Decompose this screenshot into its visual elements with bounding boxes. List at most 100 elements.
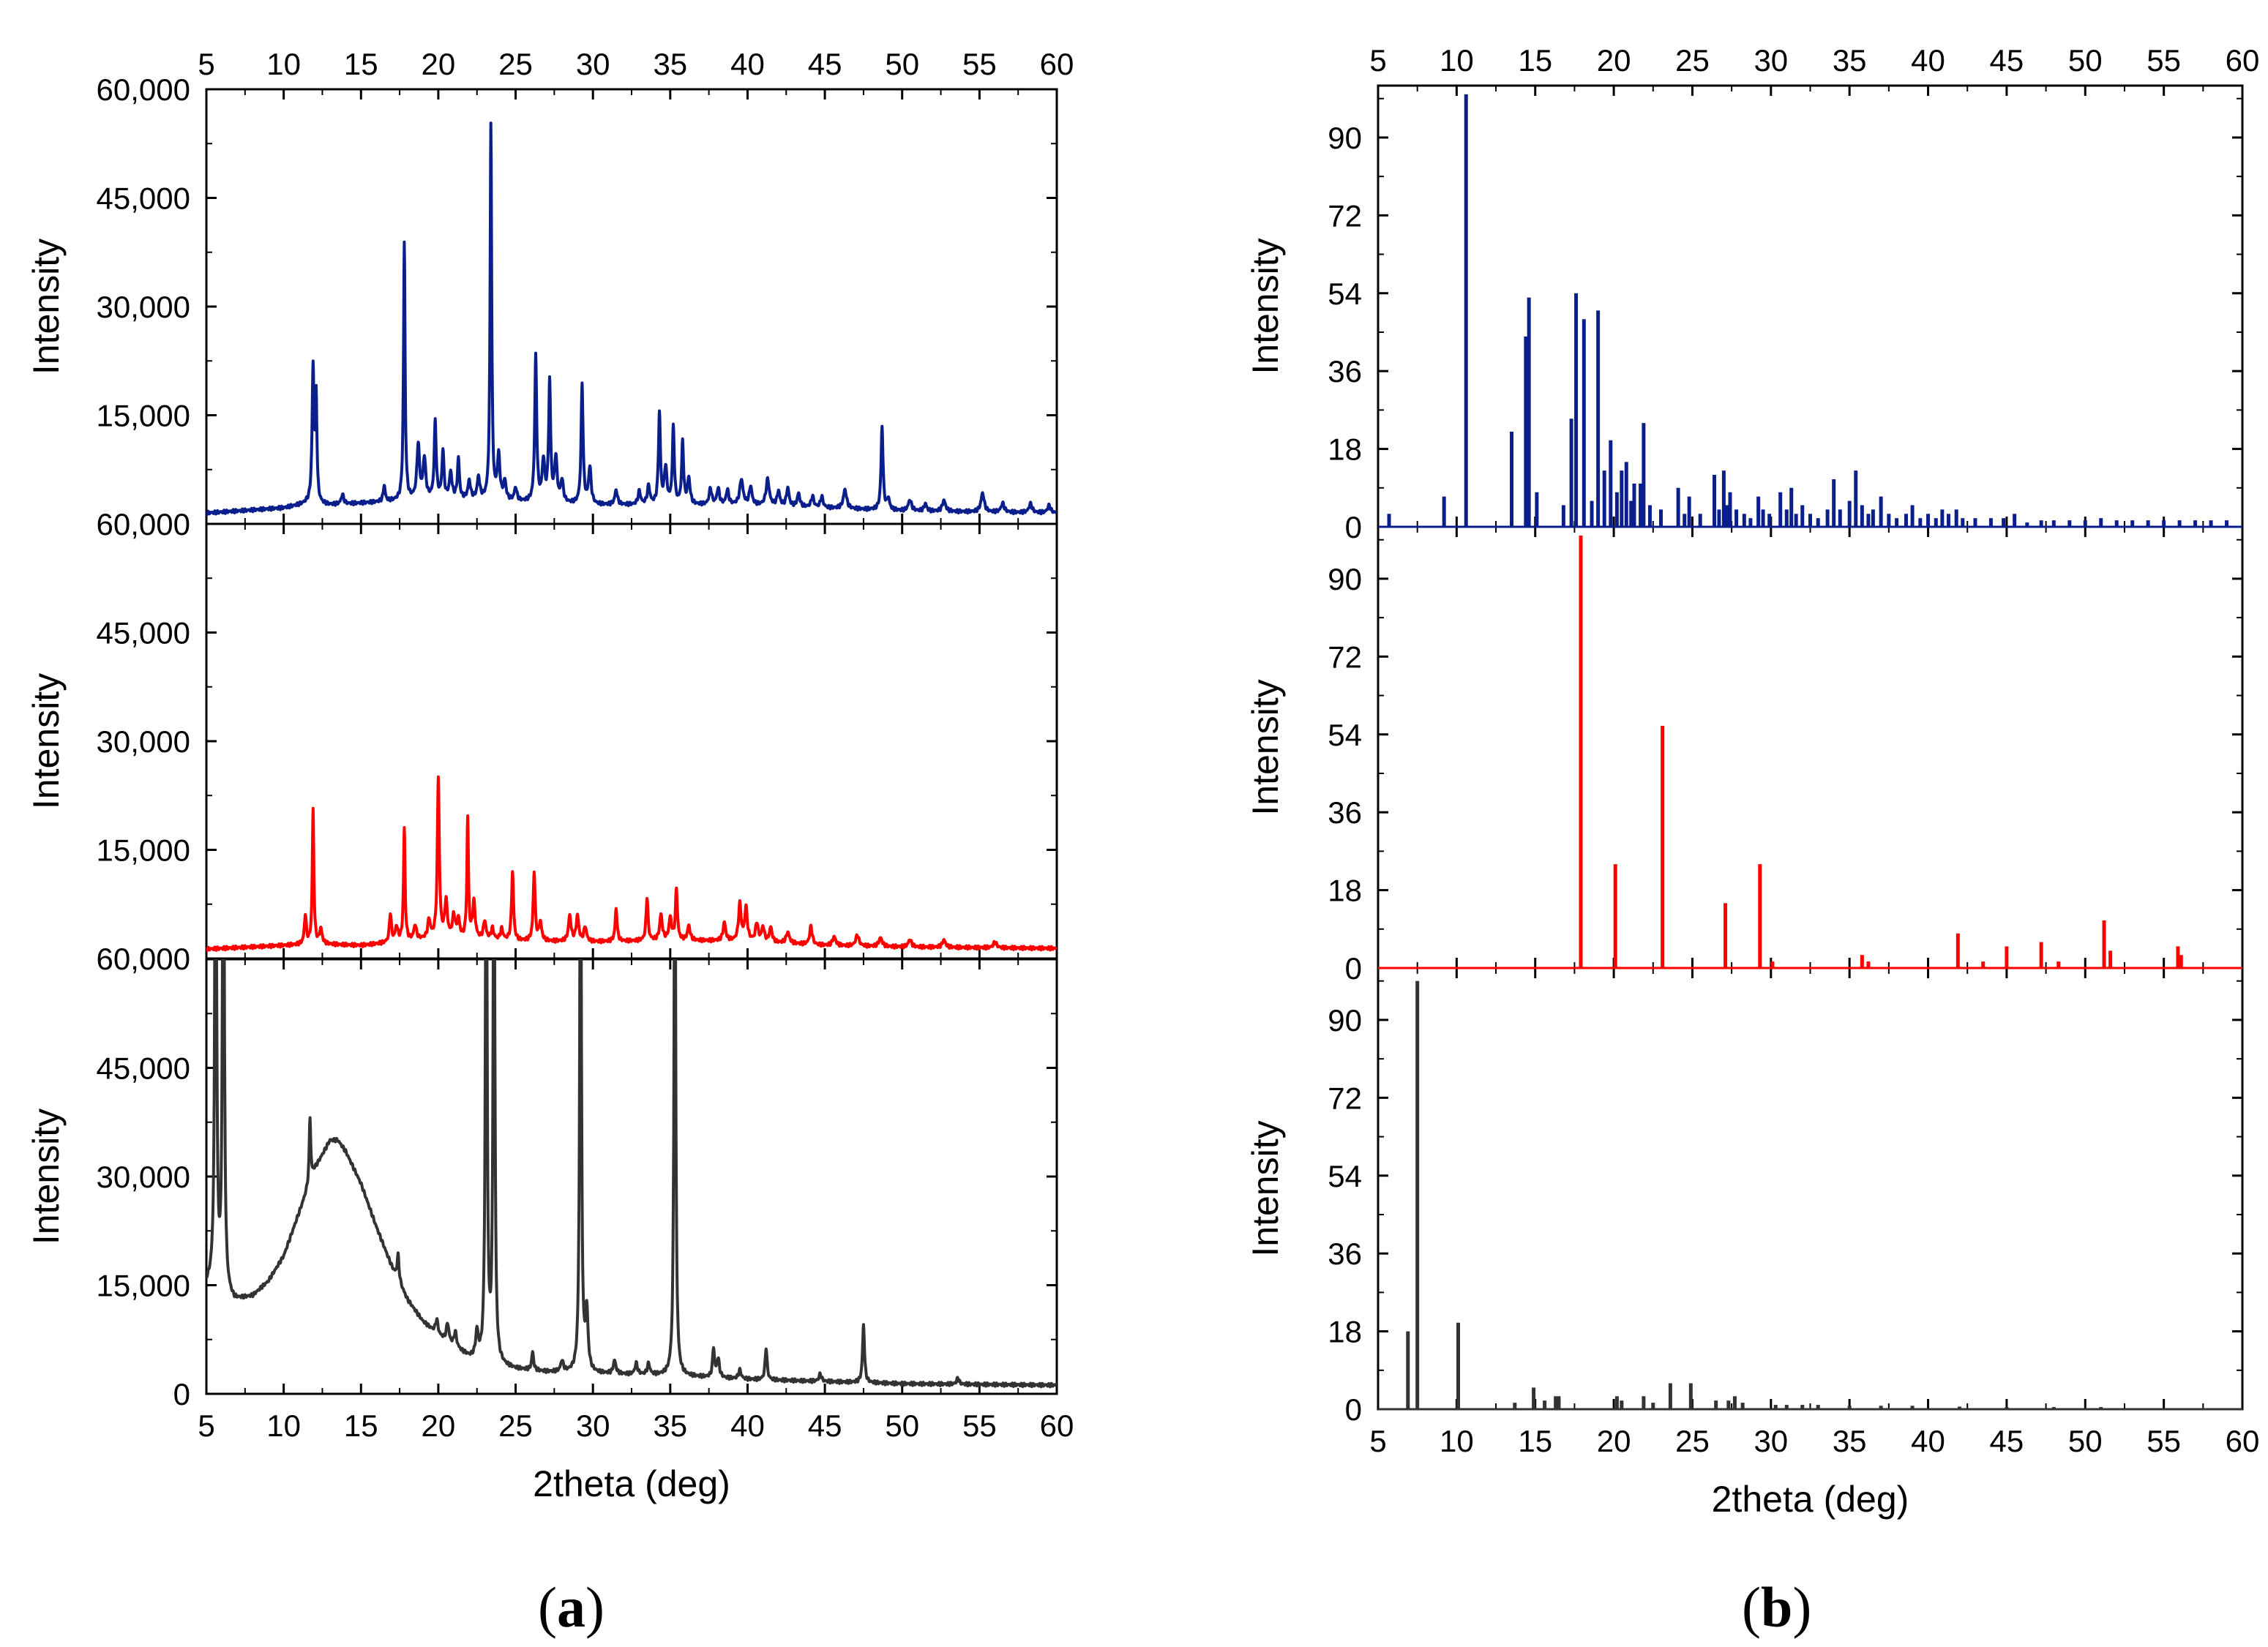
y-tick-label: 72: [1328, 198, 1362, 233]
x-tick-label-top: 10: [1440, 43, 1474, 78]
x-tick-label-top: 35: [653, 47, 687, 81]
panel-frame-a-0: [205, 88, 1058, 525]
y-tick-label: 36: [1328, 1237, 1362, 1271]
y-tick-label: 15,000: [97, 1269, 190, 1303]
y-tick-label: 60,000: [97, 942, 190, 976]
x-tick-label-top: 30: [1754, 43, 1788, 78]
y-axis-label: Intensity: [26, 239, 67, 375]
y-tick-label: 90: [1328, 1003, 1362, 1038]
x-tick-label-bottom: 10: [266, 1408, 301, 1443]
y-tick-label: 18: [1328, 1315, 1362, 1349]
x-tick-label-top: 35: [1833, 43, 1867, 78]
panel-frame-b-1: [1377, 525, 2244, 969]
x-tick-label-bottom: 20: [422, 1408, 456, 1443]
x-tick-label-top: 45: [1990, 43, 2024, 78]
y-tick-label: 30,000: [97, 724, 190, 759]
x-tick-label-top: 60: [1040, 47, 1074, 81]
x-tick-label-bottom: 5: [1369, 1424, 1386, 1458]
y-tick-label: 30,000: [97, 290, 190, 324]
panel-frame-b-0: [1377, 84, 2244, 528]
y-tick-label: 54: [1328, 1159, 1362, 1193]
x-tick-label-top: 15: [1518, 43, 1552, 78]
y-tick-label: 36: [1328, 795, 1362, 830]
y-axis-label: Intensity: [1245, 1120, 1286, 1256]
y-tick-label: 54: [1328, 277, 1362, 311]
x-tick-label-top: 55: [2147, 43, 2181, 78]
y-tick-label: 36: [1328, 354, 1362, 389]
x-tick-label-top: 20: [1597, 43, 1631, 78]
y-axis-label: Intensity: [1245, 679, 1286, 815]
x-tick-label-bottom: 45: [1990, 1424, 2024, 1458]
x-tick-label-top: 40: [730, 47, 765, 81]
y-tick-label: 18: [1328, 874, 1362, 908]
x-tick-label-top: 20: [422, 47, 456, 81]
y-tick-label: 30,000: [97, 1160, 190, 1194]
caption-a: (a): [538, 1575, 605, 1639]
y-tick-label: 0: [1345, 1392, 1362, 1427]
x-tick-label-top: 60: [2226, 43, 2260, 78]
y-tick-label: 18: [1328, 432, 1362, 467]
y-tick-label: 45,000: [97, 1051, 190, 1086]
x-tick-label-top: 40: [1911, 43, 1945, 78]
y-tick-label: 0: [173, 1377, 190, 1411]
x-tick-label-top: 50: [885, 47, 919, 81]
x-tick-label-top: 50: [2068, 43, 2103, 78]
x-tick-label-bottom: 35: [1833, 1424, 1867, 1458]
x-tick-label-bottom: 60: [1040, 1408, 1074, 1443]
x-tick-label-bottom: 55: [2147, 1424, 2181, 1458]
x-tick-label-bottom: 25: [1675, 1424, 1710, 1458]
x-axis-label: 2theta (deg): [533, 1463, 730, 1504]
y-tick-label: 60,000: [97, 507, 190, 541]
x-tick-label-top: 5: [198, 47, 214, 81]
x-tick-label-bottom: 30: [576, 1408, 610, 1443]
y-tick-label: 15,000: [97, 399, 190, 433]
series-line-2: [206, 959, 1057, 1389]
x-tick-label-top: 55: [962, 47, 997, 81]
x-tick-label-bottom: 35: [653, 1408, 687, 1443]
y-tick-label: 0: [1345, 951, 1362, 986]
panel-frame-b-2: [1377, 967, 2244, 1411]
y-tick-label: 15,000: [97, 833, 190, 868]
x-tick-label-top: 25: [1675, 43, 1710, 78]
x-tick-label-bottom: 30: [1754, 1424, 1788, 1458]
y-tick-label: 45,000: [97, 181, 190, 216]
y-axis-label: Intensity: [1245, 238, 1286, 374]
x-tick-label-bottom: 15: [1518, 1424, 1552, 1458]
y-tick-label: 45,000: [97, 616, 190, 650]
y-axis-label: Intensity: [26, 1108, 67, 1245]
x-tick-label-bottom: 15: [344, 1408, 378, 1443]
x-tick-label-top: 5: [1369, 43, 1386, 78]
x-tick-label-bottom: 55: [962, 1408, 997, 1443]
y-axis-label: Intensity: [26, 673, 67, 809]
x-tick-label-bottom: 40: [730, 1408, 765, 1443]
x-tick-label-top: 45: [808, 47, 842, 81]
x-tick-label-bottom: 45: [808, 1408, 842, 1443]
x-tick-label-top: 25: [498, 47, 533, 81]
x-tick-label-top: 30: [576, 47, 610, 81]
x-tick-label-bottom: 50: [2068, 1424, 2103, 1458]
series-line-0: [206, 121, 1057, 517]
x-tick-label-top: 10: [266, 47, 301, 81]
x-tick-label-bottom: 20: [1597, 1424, 1631, 1458]
y-tick-label: 90: [1328, 121, 1362, 155]
x-tick-label-bottom: 60: [2226, 1424, 2260, 1458]
x-tick-label-top: 15: [344, 47, 378, 81]
x-tick-label-bottom: 50: [885, 1408, 919, 1443]
x-tick-label-bottom: 40: [1911, 1424, 1945, 1458]
panel-frame-a-1: [205, 522, 1058, 960]
x-tick-label-bottom: 25: [498, 1408, 533, 1443]
y-tick-label: 90: [1328, 562, 1362, 596]
series-line-1: [206, 775, 1057, 953]
panel-frame-a-2: [205, 958, 1058, 1395]
y-tick-label: 72: [1328, 1081, 1362, 1115]
x-tick-label-bottom: 10: [1440, 1424, 1474, 1458]
y-tick-label: 54: [1328, 718, 1362, 752]
caption-a-letter: a: [556, 1575, 585, 1639]
y-tick-label: 60,000: [97, 72, 190, 107]
caption-b-letter: b: [1760, 1575, 1793, 1639]
y-tick-label: 72: [1328, 639, 1362, 674]
x-tick-label-bottom: 5: [198, 1408, 214, 1443]
y-tick-label: 0: [1345, 510, 1362, 544]
x-axis-label: 2theta (deg): [1712, 1479, 1909, 1520]
